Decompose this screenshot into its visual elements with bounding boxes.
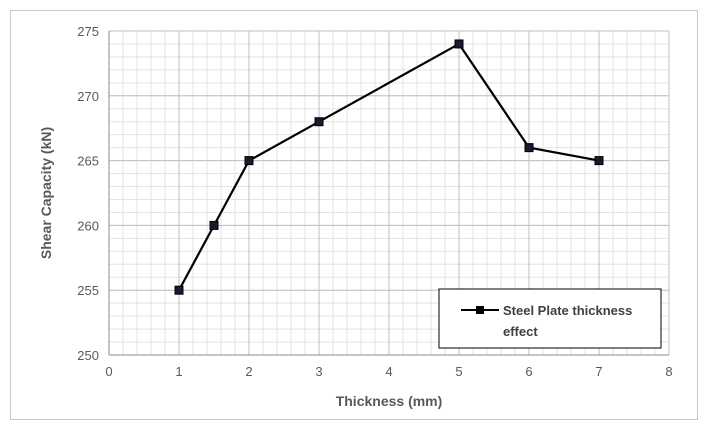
data-point-marker [174, 285, 184, 295]
x-tick-label: 4 [385, 364, 392, 379]
series-group [174, 39, 604, 295]
data-point-marker [594, 156, 604, 166]
chart-frame: 0 1 2 3 4 5 6 7 8 250 255 260 265 270 275 Thickness (… [10, 10, 698, 420]
y-tick-label: 270 [77, 89, 99, 104]
x-tick-label: 7 [595, 364, 602, 379]
data-point-marker [209, 220, 219, 230]
y-axis-title: Shear Capacity (kN) [38, 127, 54, 259]
data-point-marker [454, 39, 464, 49]
line-chart: 0 1 2 3 4 5 6 7 8 250 255 260 265 270 275 Thickness (… [38, 24, 673, 409]
y-tick-label: 250 [77, 348, 99, 363]
x-tick-label: 5 [455, 364, 462, 379]
legend-marker [476, 306, 484, 314]
y-tick-labels: 250 255 260 265 270 275 [77, 24, 99, 363]
x-tick-labels: 0 1 2 3 4 5 6 7 8 [105, 364, 672, 379]
x-tick-label: 0 [105, 364, 112, 379]
legend: Steel Plate thickness effect [438, 288, 662, 349]
x-tick-label: 6 [525, 364, 532, 379]
x-tick-label: 2 [245, 364, 252, 379]
data-point-marker [524, 143, 534, 153]
y-tick-label: 275 [77, 24, 99, 39]
x-tick-label: 8 [665, 364, 672, 379]
x-tick-label: 1 [175, 364, 182, 379]
data-point-marker [314, 117, 324, 127]
x-tick-label: 3 [315, 364, 322, 379]
data-point-marker [244, 156, 254, 166]
x-axis-title: Thickness (mm) [336, 393, 443, 409]
legend-label-line-2: effect [503, 324, 538, 339]
axes [108, 31, 669, 356]
y-tick-label: 260 [77, 218, 99, 233]
legend-label-line-1: Steel Plate thickness [503, 303, 632, 318]
y-tick-label: 265 [77, 154, 99, 169]
legend-box [438, 288, 662, 349]
y-tick-label: 255 [77, 283, 99, 298]
